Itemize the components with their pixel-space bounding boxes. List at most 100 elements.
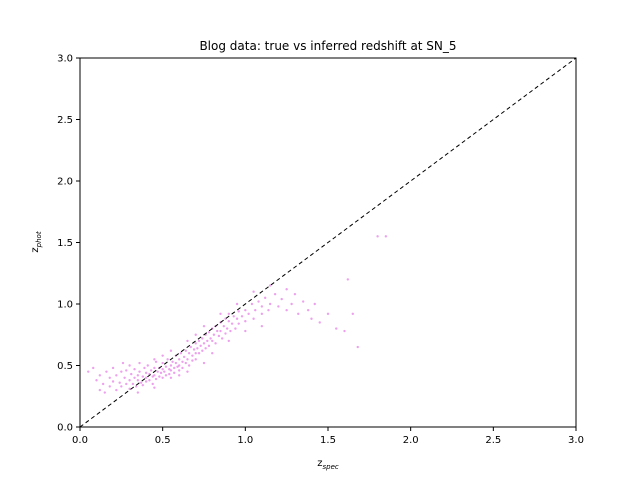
data-point xyxy=(178,364,181,367)
data-point xyxy=(138,361,141,365)
data-point xyxy=(130,372,133,376)
data-point xyxy=(191,354,194,357)
data-point xyxy=(244,308,247,312)
data-point xyxy=(103,391,107,394)
data-point xyxy=(153,358,156,361)
data-point xyxy=(139,381,143,384)
data-point xyxy=(247,312,250,316)
data-point xyxy=(181,360,184,364)
data-point xyxy=(98,388,102,392)
data-point xyxy=(202,324,206,328)
y-tick-label: 0.0 xyxy=(57,423,73,434)
data-point xyxy=(277,305,280,308)
data-point xyxy=(232,315,235,318)
data-point xyxy=(252,290,255,293)
data-point xyxy=(211,352,214,355)
y-tick-label: 2.0 xyxy=(57,177,73,188)
data-point xyxy=(173,371,176,375)
data-point xyxy=(280,297,283,301)
data-point xyxy=(169,369,173,372)
data-point xyxy=(306,308,310,312)
data-point xyxy=(194,358,197,361)
data-point xyxy=(230,322,234,325)
data-point xyxy=(176,365,179,368)
data-point xyxy=(237,310,240,313)
data-point xyxy=(169,364,173,367)
data-point xyxy=(220,337,224,340)
data-point xyxy=(133,376,136,379)
data-point xyxy=(343,329,346,333)
data-point xyxy=(268,284,272,287)
data-point xyxy=(169,349,173,352)
data-point xyxy=(168,372,171,376)
data-point xyxy=(144,371,148,375)
data-point xyxy=(217,334,221,338)
data-point xyxy=(164,374,168,377)
data-point xyxy=(108,385,111,388)
data-point xyxy=(194,352,197,355)
data-point xyxy=(169,376,173,379)
data-point xyxy=(115,374,118,377)
data-point xyxy=(207,331,211,334)
data-point xyxy=(154,360,158,364)
data-point xyxy=(219,329,222,333)
data-point xyxy=(136,379,140,382)
data-point xyxy=(178,369,181,372)
data-point xyxy=(201,337,204,340)
data-point xyxy=(194,333,197,336)
data-point xyxy=(151,382,154,386)
x-tick-label: 1.5 xyxy=(320,435,336,446)
data-point xyxy=(108,376,111,379)
data-point xyxy=(186,358,189,361)
data-point xyxy=(267,308,270,312)
data-point xyxy=(186,370,189,373)
data-point xyxy=(161,376,164,379)
data-point xyxy=(384,235,388,238)
data-point xyxy=(237,322,240,325)
data-point xyxy=(199,344,202,348)
y-axis-label: zphot xyxy=(30,231,43,252)
data-point xyxy=(179,352,183,355)
data-point xyxy=(356,345,359,349)
data-point xyxy=(120,385,123,388)
x-axis-ticks: 0.0 0.5 1.0 1.5 2.0 2.5 3.0 xyxy=(72,427,584,446)
data-point xyxy=(222,324,226,328)
y-axis-label-main: z xyxy=(30,247,41,252)
reference-line xyxy=(79,57,577,428)
data-point xyxy=(235,302,239,306)
x-tick-label: 3.0 xyxy=(568,435,584,446)
data-point xyxy=(87,370,90,373)
data-point xyxy=(136,391,140,394)
y-tick-label: 1.5 xyxy=(57,238,73,249)
data-point xyxy=(260,312,264,316)
data-point xyxy=(178,374,181,377)
data-point xyxy=(194,342,197,345)
data-point xyxy=(293,292,297,296)
data-point xyxy=(318,321,321,324)
data-point xyxy=(187,352,191,355)
data-point xyxy=(204,347,207,350)
data-point xyxy=(273,292,277,296)
data-point xyxy=(209,337,212,340)
data-point xyxy=(128,364,131,367)
data-point xyxy=(346,278,350,281)
x-axis-label: zspec xyxy=(317,458,339,471)
data-point xyxy=(184,349,188,352)
data-point xyxy=(240,315,244,318)
data-point xyxy=(144,376,148,379)
data-point xyxy=(149,369,153,372)
y-axis-label-sub: phot xyxy=(35,231,43,248)
data-point xyxy=(182,355,186,359)
data-point xyxy=(181,366,184,370)
data-point xyxy=(148,379,151,382)
data-point xyxy=(153,366,156,370)
data-point xyxy=(244,329,247,333)
data-point xyxy=(227,339,230,343)
x-axis-label-main: z xyxy=(317,458,322,469)
data-point xyxy=(105,370,108,373)
data-point xyxy=(164,365,168,368)
data-point xyxy=(174,361,178,365)
data-point xyxy=(163,370,166,373)
data-point xyxy=(141,383,145,387)
data-point xyxy=(224,332,227,335)
